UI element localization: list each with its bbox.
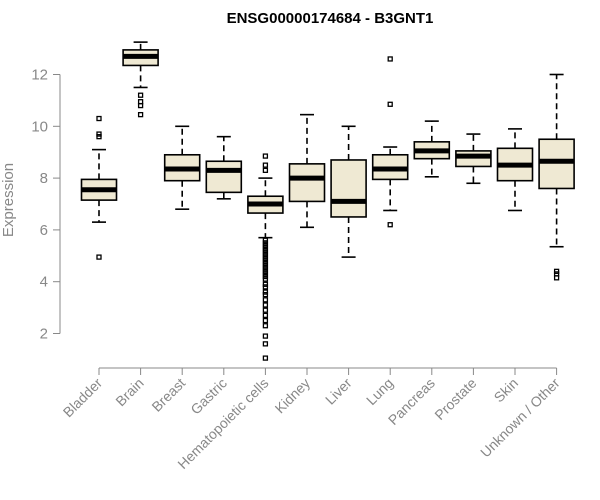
iqr-box [330, 159, 367, 218]
outlier-point [262, 167, 269, 173]
y-tick-label: 4 [40, 274, 48, 291]
outlier-point [262, 341, 269, 347]
x-tick-label: Breast [148, 375, 188, 415]
x-tick-label: Kidney [272, 375, 314, 417]
box-liver [330, 125, 367, 258]
x-tick-label: Brain [112, 375, 146, 409]
y-tick-label: 6 [40, 222, 48, 239]
outlier-point [262, 289, 269, 295]
x-tick-label: Lung [363, 375, 396, 408]
y-tick-label: 12 [31, 67, 48, 84]
y-tick-label: 8 [40, 170, 48, 187]
iqr-box [205, 160, 243, 194]
outlier-point [137, 111, 144, 118]
outlier-point [262, 333, 269, 339]
outlier-point [137, 92, 144, 98]
box-brain [122, 41, 159, 118]
x-tick-label: Liver [322, 375, 355, 408]
outlier-point [262, 323, 269, 329]
outlier-point [262, 302, 269, 308]
box-pancreas [413, 120, 451, 178]
outlier-point [262, 355, 269, 361]
iqr-box [538, 138, 575, 190]
outlier-point [137, 99, 144, 105]
plot-area [80, 41, 575, 361]
outlier-point [387, 222, 393, 228]
y-tick-label: 2 [40, 326, 48, 343]
box-unknown-other [538, 73, 575, 281]
outlier-point [387, 101, 393, 107]
chart-title: ENSG00000174684 - B3GNT1 [227, 10, 434, 27]
y-axis-label: Expression [0, 163, 17, 237]
outlier-point [262, 281, 269, 287]
outlier-point [387, 56, 393, 62]
box-gastric [205, 135, 243, 200]
y-axis: 2 4 6 8 10 12 [31, 67, 61, 343]
box-skin [496, 128, 534, 212]
x-tick-label: Prostate [431, 375, 479, 423]
outlier-point [262, 317, 269, 324]
outlier-point [262, 153, 269, 159]
box-lung [371, 56, 409, 228]
outlier-point [96, 115, 102, 122]
outlier-point [262, 312, 269, 319]
iqr-box [455, 150, 492, 168]
outlier-point [262, 297, 269, 303]
outlier-point [262, 162, 269, 168]
x-tick-label: Unknown / Other [477, 375, 563, 461]
iqr-box [288, 163, 326, 203]
outlier-point [262, 307, 269, 313]
box-hematopoietic-cells [247, 153, 284, 361]
outlier-point [96, 254, 102, 260]
box-breast [163, 125, 201, 210]
outlier-point [96, 131, 102, 137]
box-prostate [455, 133, 492, 185]
y-tick-label: 10 [31, 118, 48, 135]
box-bladder [80, 115, 118, 260]
outlier-point [262, 237, 269, 243]
x-tick-label: Skin [491, 375, 522, 406]
x-tick-label: Bladder [60, 375, 106, 421]
outlier-point [553, 268, 560, 274]
box-kidney [288, 113, 326, 229]
